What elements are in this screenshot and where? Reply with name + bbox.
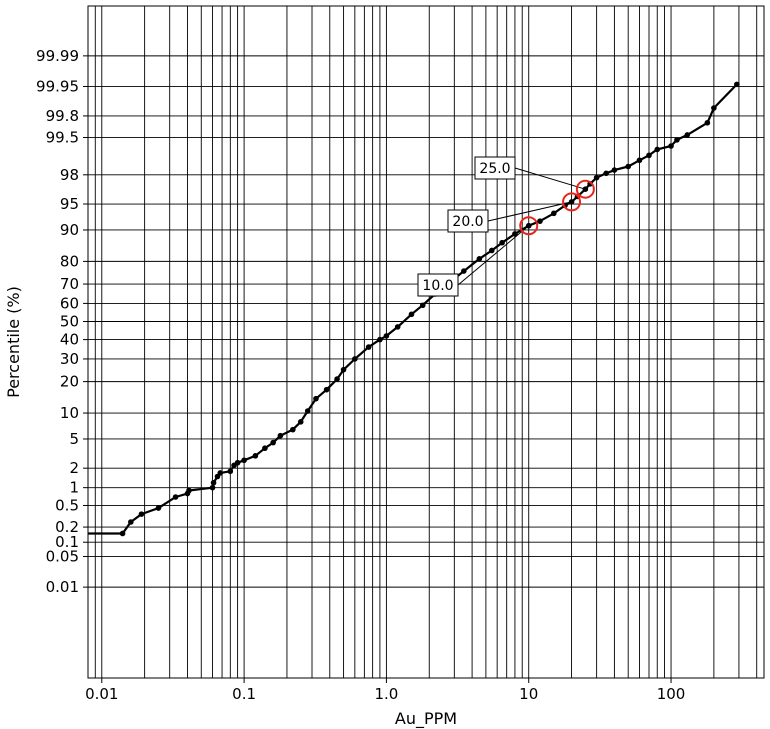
data-point xyxy=(593,174,600,181)
data-point xyxy=(461,268,467,274)
data-point xyxy=(550,210,557,217)
x-tick-label: 1.0 xyxy=(374,685,398,703)
data-point xyxy=(668,143,674,149)
y-tick-label: 30 xyxy=(60,350,79,368)
data-point xyxy=(227,468,234,475)
data-point xyxy=(340,366,347,373)
y-tick-label: 60 xyxy=(60,294,79,312)
data-point xyxy=(128,519,134,525)
y-tick-label: 95 xyxy=(60,195,79,213)
x-tick-label: 0.01 xyxy=(85,685,118,703)
data-point xyxy=(234,459,241,466)
annotation-circle xyxy=(562,192,582,212)
annotation-leader-line xyxy=(514,167,586,190)
x-tick-label: 100 xyxy=(657,685,686,703)
data-point xyxy=(684,132,691,138)
annotations: 10.0 20.0 25.0 xyxy=(417,156,595,297)
y-tick-label: 2 xyxy=(69,459,79,477)
annotation-label: 25.0 xyxy=(479,161,510,177)
x-tick-label: 10 xyxy=(519,685,538,703)
annotation-leader-line xyxy=(457,225,530,286)
data-point xyxy=(209,484,216,491)
data-point xyxy=(304,408,311,414)
y-tick-label: 80 xyxy=(60,252,79,270)
data-point xyxy=(636,157,643,164)
data-point xyxy=(734,81,740,88)
annotation-box xyxy=(447,209,489,233)
data-point xyxy=(419,302,426,309)
y-tick-label: 0.1 xyxy=(55,533,79,551)
y-tick-label: 20 xyxy=(60,373,79,391)
data-point xyxy=(210,479,217,486)
x-tick-label: 0.1 xyxy=(232,685,256,703)
y-tick-label: 70 xyxy=(60,275,79,293)
data-point xyxy=(365,344,372,350)
plot-frame xyxy=(87,5,765,679)
data-point xyxy=(290,426,296,433)
grid xyxy=(87,6,764,678)
y-tick-label: 10 xyxy=(60,404,79,422)
y-tick-label: 5 xyxy=(69,430,79,448)
y-tick-label: 99.5 xyxy=(46,129,79,147)
data-point xyxy=(512,231,518,237)
y-tick-label: 99.99 xyxy=(36,47,79,65)
data-point xyxy=(241,457,247,464)
data-point xyxy=(646,152,652,159)
data-point xyxy=(297,419,304,425)
data-point xyxy=(394,324,401,330)
annotation-label: 10.0 xyxy=(422,278,453,294)
data-point xyxy=(270,439,276,446)
data-point xyxy=(476,255,483,262)
data-point xyxy=(654,146,661,153)
data-point xyxy=(138,511,145,517)
data-point xyxy=(172,494,179,500)
data-point xyxy=(377,336,383,343)
data-point xyxy=(408,311,415,318)
y-tick-label: 0.2 xyxy=(55,518,79,536)
data-point xyxy=(313,395,319,402)
y-tick-label: 0.5 xyxy=(55,496,79,514)
data-point xyxy=(323,386,330,393)
x-tick-labels: 0.01 0.1 1.0 10 100 xyxy=(85,678,685,703)
y-tick-label: 90 xyxy=(60,221,79,239)
annotation-circle xyxy=(575,179,595,199)
y-tick-label: 40 xyxy=(60,331,79,349)
data-point xyxy=(186,487,192,494)
annotation-box xyxy=(474,156,516,180)
data-point xyxy=(611,167,618,173)
data-point xyxy=(499,239,505,246)
data-point xyxy=(603,170,609,177)
y-tick-label: 99.95 xyxy=(36,77,79,95)
data-point xyxy=(625,163,631,170)
data-point xyxy=(537,218,543,224)
y-tick-label: 50 xyxy=(60,312,79,330)
annotation-circle xyxy=(519,216,539,236)
data-point xyxy=(217,470,224,476)
data-point xyxy=(262,445,268,452)
data-point xyxy=(252,453,259,459)
y-tick-label: 99.8 xyxy=(46,107,79,125)
annotation-box xyxy=(417,273,459,297)
data-point xyxy=(277,432,284,439)
data-point xyxy=(352,356,358,362)
y-tick-label: 0.05 xyxy=(46,548,79,566)
y-tick-label: 1 xyxy=(69,479,79,497)
annotation-label: 20.0 xyxy=(452,214,483,230)
data-point xyxy=(711,105,717,111)
annotation-leader-line xyxy=(487,201,572,222)
y-tick-label: 98 xyxy=(60,166,79,184)
y-tick-label: 0.01 xyxy=(46,578,79,596)
data-point xyxy=(488,247,495,254)
data-point xyxy=(334,376,340,382)
data-point xyxy=(383,333,390,339)
x-axis-label: Au_PPM xyxy=(395,709,457,729)
data-point xyxy=(704,119,711,126)
y-axis-label: Percentile (%) xyxy=(4,286,23,398)
data-point xyxy=(674,137,680,143)
data-point xyxy=(119,530,126,537)
data-point xyxy=(155,505,162,511)
